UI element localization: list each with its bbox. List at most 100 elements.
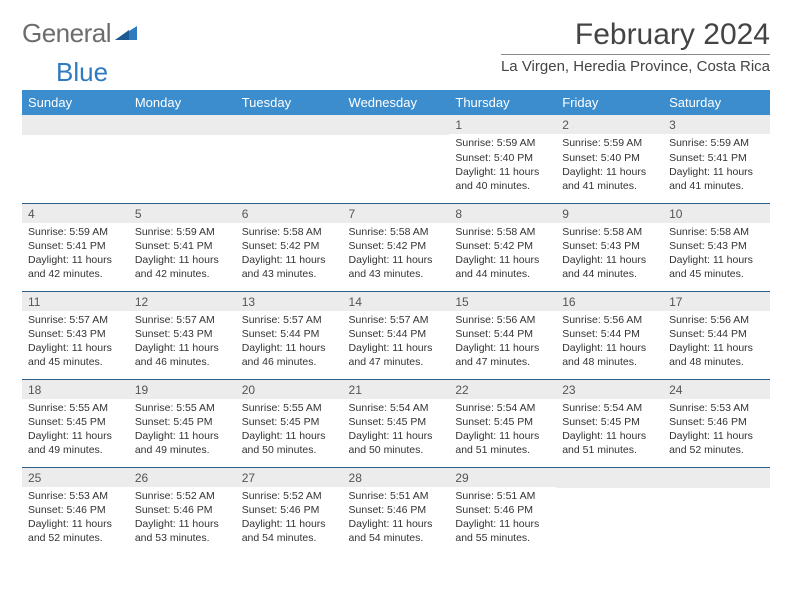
sunset-line: Sunset: 5:45 PM: [349, 415, 444, 429]
day-number: 8: [449, 204, 556, 223]
day-number: 19: [129, 380, 236, 399]
daylight-line: Daylight: 11 hours and 40 minutes.: [455, 165, 550, 193]
sunrise-line: Sunrise: 5:52 AM: [242, 489, 337, 503]
calendar-empty-cell: [556, 467, 663, 555]
daylight-line: Daylight: 11 hours and 42 minutes.: [135, 253, 230, 281]
calendar-empty-cell: [236, 115, 343, 203]
calendar-day-cell: 6Sunrise: 5:58 AMSunset: 5:42 PMDaylight…: [236, 203, 343, 291]
calendar-day-cell: 2Sunrise: 5:59 AMSunset: 5:40 PMDaylight…: [556, 115, 663, 203]
day-number: 6: [236, 204, 343, 223]
sunrise-line: Sunrise: 5:56 AM: [669, 313, 764, 327]
sunset-line: Sunset: 5:46 PM: [669, 415, 764, 429]
day-details: Sunrise: 5:58 AMSunset: 5:42 PMDaylight:…: [343, 223, 450, 286]
sunrise-line: Sunrise: 5:57 AM: [135, 313, 230, 327]
sunset-line: Sunset: 5:40 PM: [455, 151, 550, 165]
sunrise-line: Sunrise: 5:59 AM: [455, 136, 550, 150]
daylight-line: Daylight: 11 hours and 47 minutes.: [349, 341, 444, 369]
sunrise-line: Sunrise: 5:56 AM: [455, 313, 550, 327]
calendar-day-cell: 20 Sunrise: 5:55 AMSunset: 5:45 PMDayligh…: [236, 379, 343, 467]
sunrise-line: Sunrise: 5:55 AM: [242, 401, 337, 415]
day-details: Sunrise: 5:54 AMSunset: 5:45 PMDaylight:…: [343, 399, 450, 462]
day-details: Sunrise: 5:58 AMSunset: 5:42 PMDaylight:…: [236, 223, 343, 286]
sunset-line: Sunset: 5:46 PM: [349, 503, 444, 517]
day-number: 27: [236, 468, 343, 487]
sunrise-line: Sunrise: 5:57 AM: [349, 313, 444, 327]
weekday-header: Thursday: [449, 90, 556, 115]
day-details: Sunrise: 5:57 AMSunset: 5:43 PMDaylight:…: [129, 311, 236, 374]
sunset-line: Sunset: 5:42 PM: [455, 239, 550, 253]
day-details: Sunrise: 5:58 AMSunset: 5:43 PMDaylight:…: [663, 223, 770, 286]
day-details: [129, 135, 236, 141]
sunrise-line: Sunrise: 5:59 AM: [28, 225, 123, 239]
day-details: Sunrise: 5:52 AMSunset: 5:46 PMDaylight:…: [129, 487, 236, 550]
calendar-day-cell: 25Sunrise: 5:53 AMSunset: 5:46 PMDayligh…: [22, 467, 129, 555]
daylight-line: Daylight: 11 hours and 50 minutes.: [242, 429, 337, 457]
logo-word-blue: Blue: [22, 57, 770, 88]
daylight-line: Daylight: 11 hours and 52 minutes.: [28, 517, 123, 545]
daylight-line: Daylight: 11 hours and 48 minutes.: [562, 341, 657, 369]
sunset-line: Sunset: 5:44 PM: [669, 327, 764, 341]
sunset-line: Sunset: 5:45 PM: [28, 415, 123, 429]
sunset-line: Sunset: 5:44 PM: [455, 327, 550, 341]
sunrise-line: Sunrise: 5:58 AM: [669, 225, 764, 239]
calendar-week-row: 25Sunrise: 5:53 AMSunset: 5:46 PMDayligh…: [22, 467, 770, 555]
day-number: 20: [236, 380, 343, 399]
day-number: 23: [556, 380, 663, 399]
sunrise-line: Sunrise: 5:58 AM: [562, 225, 657, 239]
sunset-line: Sunset: 5:42 PM: [242, 239, 337, 253]
day-number: 11: [22, 292, 129, 311]
day-number: [663, 468, 770, 488]
sunrise-line: Sunrise: 5:58 AM: [242, 225, 337, 239]
daylight-line: Daylight: 11 hours and 43 minutes.: [349, 253, 444, 281]
day-number: 4: [22, 204, 129, 223]
daylight-line: Daylight: 11 hours and 51 minutes.: [562, 429, 657, 457]
calendar-day-cell: 24Sunrise: 5:53 AMSunset: 5:46 PMDayligh…: [663, 379, 770, 467]
day-details: Sunrise: 5:59 AMSunset: 5:41 PMDaylight:…: [22, 223, 129, 286]
sunrise-line: Sunrise: 5:54 AM: [455, 401, 550, 415]
calendar-body: 1Sunrise: 5:59 AMSunset: 5:40 PMDaylight…: [22, 115, 770, 555]
weekday-header: Monday: [129, 90, 236, 115]
sunset-line: Sunset: 5:43 PM: [135, 327, 230, 341]
day-details: Sunrise: 5:58 AMSunset: 5:43 PMDaylight:…: [556, 223, 663, 286]
calendar-day-cell: 1 Sunrise: 5:59 AMSunset: 5:40 PMDaylight…: [449, 115, 556, 203]
day-details: Sunrise: 5:55 AMSunset: 5:45 PMDaylight:…: [22, 399, 129, 462]
calendar-day-cell: 10Sunrise: 5:58 AMSunset: 5:43 PMDayligh…: [663, 203, 770, 291]
day-details: Sunrise: 5:56 AMSunset: 5:44 PMDaylight:…: [556, 311, 663, 374]
day-details: Sunrise: 5:53 AMSunset: 5:46 PMDaylight:…: [663, 399, 770, 462]
logo-triangle-icon: [115, 24, 139, 42]
sunset-line: Sunset: 5:45 PM: [242, 415, 337, 429]
day-number: 1: [449, 115, 556, 134]
daylight-line: Daylight: 11 hours and 53 minutes.: [135, 517, 230, 545]
sunset-line: Sunset: 5:44 PM: [349, 327, 444, 341]
day-number: [343, 115, 450, 135]
day-number: 15: [449, 292, 556, 311]
weekday-header: Friday: [556, 90, 663, 115]
daylight-line: Daylight: 11 hours and 49 minutes.: [135, 429, 230, 457]
daylight-line: Daylight: 11 hours and 44 minutes.: [455, 253, 550, 281]
calendar-day-cell: 7Sunrise: 5:58 AMSunset: 5:42 PMDaylight…: [343, 203, 450, 291]
day-details: Sunrise: 5:57 AMSunset: 5:43 PMDaylight:…: [22, 311, 129, 374]
daylight-line: Daylight: 11 hours and 51 minutes.: [455, 429, 550, 457]
month-title: February 2024: [501, 18, 770, 52]
calendar-empty-cell: [663, 467, 770, 555]
sunrise-line: Sunrise: 5:54 AM: [349, 401, 444, 415]
day-details: [556, 488, 663, 494]
day-details: [343, 135, 450, 141]
sunset-line: Sunset: 5:46 PM: [135, 503, 230, 517]
day-details: Sunrise: 5:59 AMSunset: 5:40 PMDaylight:…: [556, 134, 663, 197]
day-details: Sunrise: 5:55 AMSunset: 5:45 PMDaylight:…: [129, 399, 236, 462]
sunset-line: Sunset: 5:43 PM: [562, 239, 657, 253]
sunrise-line: Sunrise: 5:58 AM: [349, 225, 444, 239]
weekday-header: Tuesday: [236, 90, 343, 115]
day-details: [22, 135, 129, 141]
weekday-header: Sunday: [22, 90, 129, 115]
day-details: Sunrise: 5:56 AMSunset: 5:44 PMDaylight:…: [449, 311, 556, 374]
day-details: Sunrise: 5:53 AMSunset: 5:46 PMDaylight:…: [22, 487, 129, 550]
sunset-line: Sunset: 5:41 PM: [28, 239, 123, 253]
daylight-line: Daylight: 11 hours and 46 minutes.: [135, 341, 230, 369]
day-number: 24: [663, 380, 770, 399]
day-number: 18: [22, 380, 129, 399]
calendar-week-row: 18Sunrise: 5:55 AMSunset: 5:45 PMDayligh…: [22, 379, 770, 467]
sunset-line: Sunset: 5:45 PM: [455, 415, 550, 429]
day-number: [236, 115, 343, 135]
